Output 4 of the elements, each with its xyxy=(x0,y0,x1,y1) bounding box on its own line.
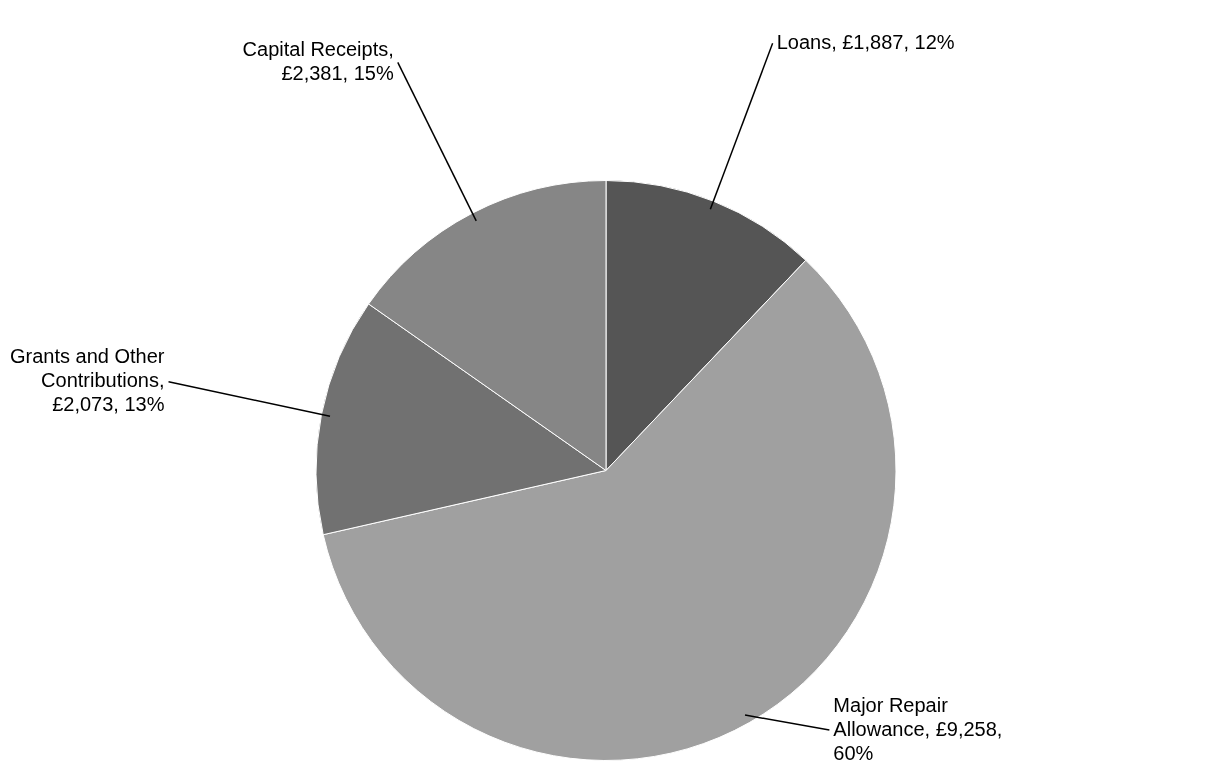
slice-label: Loans, £1,887, 12% xyxy=(776,30,955,53)
slice-label: Capital Receipts, £2,381, 15% xyxy=(242,37,394,84)
slice-label: Grants and Other Contributions, £2,073, 13% xyxy=(9,345,165,416)
slice-label: Major Repair Allowance, £9,258, 60% xyxy=(833,693,1003,764)
